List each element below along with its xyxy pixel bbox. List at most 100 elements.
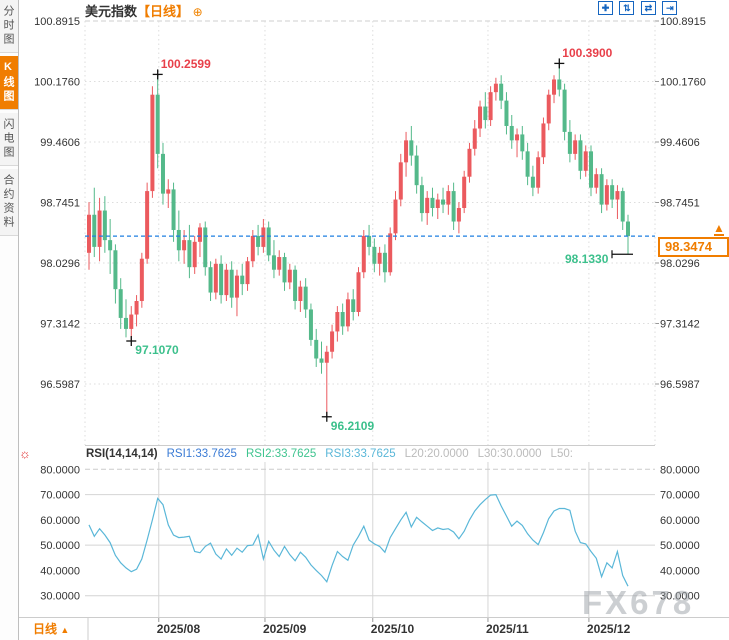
- rsi-y-axis-label: 80.0000: [40, 464, 80, 476]
- candle: [509, 125, 514, 141]
- rsi-legend-item: L30:30.0000: [477, 448, 542, 460]
- candle: [166, 189, 171, 194]
- candle: [308, 309, 313, 340]
- candle: [319, 358, 324, 363]
- candle: [610, 185, 615, 200]
- y-axis-label: 98.0296: [660, 258, 700, 270]
- candle: [266, 227, 271, 256]
- rsi-legend-item: RSI1:33.7625: [166, 448, 237, 460]
- candle: [425, 197, 430, 214]
- sidebar-item-time-chart[interactable]: 分时图: [0, 0, 18, 53]
- candle: [113, 250, 118, 290]
- candle: [102, 210, 107, 241]
- candle: [441, 199, 446, 205]
- candle: [382, 252, 387, 273]
- x-axis-label: 2025/12: [587, 622, 631, 636]
- candle: [615, 191, 620, 200]
- y-axis-label: 97.3142: [660, 319, 700, 331]
- scroll-to-latest-icon[interactable]: ▲: [711, 222, 727, 236]
- candle: [277, 257, 282, 270]
- candle: [567, 131, 572, 154]
- zoom-y-axis-icon[interactable]: ⇅: [619, 1, 635, 15]
- candle: [293, 269, 298, 302]
- candle: [520, 134, 525, 152]
- candle: [367, 235, 372, 247]
- candle: [504, 100, 509, 126]
- rsi-y-axis-label: 80.0000: [660, 464, 700, 476]
- candle: [139, 258, 144, 302]
- rsi-legend-item: L20:20.0000: [404, 448, 469, 460]
- candle: [261, 227, 266, 247]
- candle: [536, 157, 541, 188]
- sidebar: 分时图 K线图 闪电图 合约资料: [0, 0, 19, 640]
- candle: [356, 272, 361, 313]
- period-title: 【日线】: [137, 4, 190, 19]
- candle: [245, 261, 250, 285]
- candle: [108, 240, 113, 251]
- price-annotation: 96.2109: [330, 418, 375, 433]
- candle: [599, 174, 604, 205]
- candle: [271, 255, 276, 270]
- candle: [388, 233, 393, 273]
- crosshair-icon[interactable]: ✚: [598, 1, 613, 15]
- symbol-title: 美元指数: [85, 4, 138, 19]
- y-axis-label: 96.5987: [660, 379, 700, 391]
- candle: [361, 235, 366, 273]
- candle: [525, 151, 530, 177]
- y-axis-label: 99.4606: [40, 137, 80, 149]
- sidebar-item-flash-chart[interactable]: 闪电图: [0, 113, 18, 166]
- candle: [219, 263, 224, 296]
- candle: [335, 312, 340, 332]
- rsi-y-axis-label: 30.0000: [660, 591, 700, 603]
- indicator-settings-icon[interactable]: ☼: [19, 446, 31, 461]
- candle: [620, 191, 625, 222]
- y-axis-label: 100.8915: [660, 16, 706, 28]
- x-axis-label: 2025/09: [263, 622, 307, 636]
- pan-right-icon[interactable]: ⇥: [662, 1, 678, 15]
- zoom-x-axis-icon[interactable]: ⇄: [640, 1, 656, 15]
- candle: [340, 312, 345, 327]
- y-axis-label: 99.4606: [660, 137, 700, 149]
- sidebar-item-contract-info[interactable]: 合约资料: [0, 169, 18, 236]
- candle: [240, 275, 245, 285]
- x-axis-label: 2025/11: [486, 622, 529, 636]
- x-axis-label: 2025/10: [371, 622, 415, 636]
- rsi-y-axis-label: 40.0000: [40, 565, 80, 577]
- candle: [134, 301, 139, 315]
- candle: [377, 252, 382, 264]
- y-axis-label: 98.0296: [40, 258, 80, 270]
- price-annotation: 100.3900: [562, 46, 613, 61]
- candle: [404, 140, 409, 163]
- candle: [303, 286, 308, 310]
- candle: [573, 140, 578, 154]
- candle: [515, 134, 520, 141]
- x-axis-label: 2025/08: [157, 622, 201, 636]
- candle: [213, 263, 218, 293]
- candle: [451, 191, 456, 222]
- candle: [530, 176, 535, 188]
- add-indicator-icon[interactable]: ⊕: [192, 5, 203, 19]
- candle: [488, 92, 493, 121]
- rsi-y-axis-label: 50.0000: [40, 540, 80, 552]
- candle: [208, 267, 213, 293]
- candle: [409, 140, 414, 156]
- candle: [92, 214, 97, 247]
- candle: [330, 331, 335, 352]
- candle: [97, 210, 102, 247]
- candle: [234, 275, 239, 298]
- rsi-legend-item: RSI3:33.7625: [325, 448, 396, 460]
- candle: [129, 314, 134, 329]
- y-axis-label: 98.7451: [40, 198, 80, 210]
- current-price-box: 98.3474: [658, 237, 729, 257]
- y-axis-label: 100.1760: [660, 77, 706, 89]
- rsi-y-axis-label: 40.0000: [660, 565, 700, 577]
- y-axis-label: 98.7451: [660, 198, 700, 210]
- candle: [145, 191, 150, 259]
- period-selector[interactable]: 日线 ▲: [33, 620, 69, 637]
- sidebar-item-candle-chart[interactable]: K线图: [0, 56, 18, 110]
- candle: [594, 174, 599, 188]
- y-axis-label: 100.1760: [34, 77, 80, 89]
- candle: [414, 155, 419, 186]
